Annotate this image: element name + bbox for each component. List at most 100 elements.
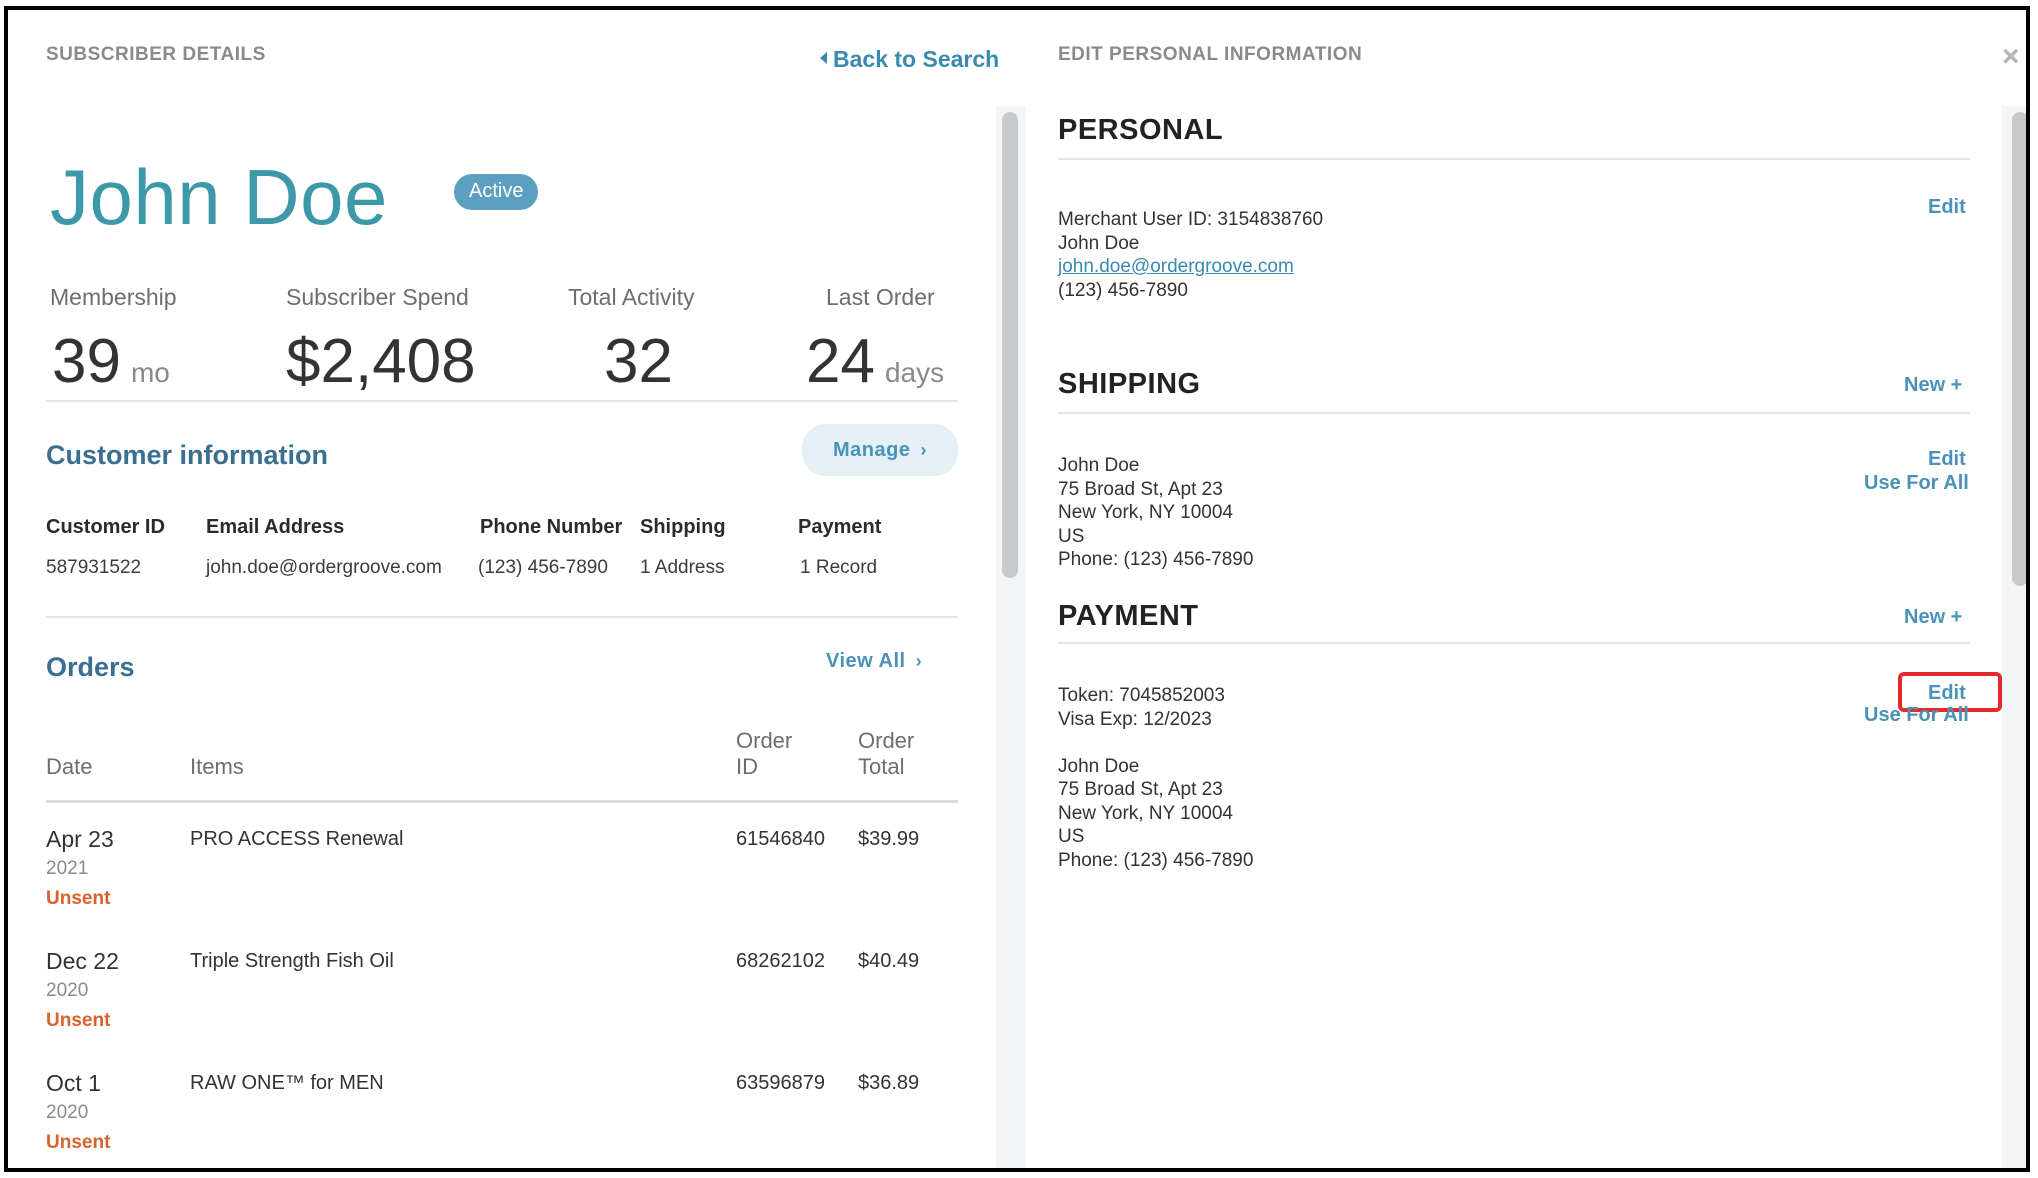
payment-spacer: [1058, 731, 1253, 755]
payment-divider: [1058, 642, 1970, 644]
back-to-search-link[interactable]: Back to Search: [820, 46, 999, 73]
stat-spend-label: Subscriber Spend: [286, 284, 469, 310]
order-item: PRO ACCESS Renewal: [190, 828, 404, 850]
table-row[interactable]: Apr 23 2021 Unsent PRO ACCESS Renewal 61…: [46, 826, 958, 926]
manage-button[interactable]: Manage ›: [802, 424, 958, 476]
personal-phone: (123) 456-7890: [1058, 279, 1188, 301]
orders-header-divider: [46, 800, 958, 803]
payment-street: 75 Broad St, Apt 23: [1058, 779, 1223, 800]
view-all-label: View All: [826, 650, 906, 672]
shipping-edit-link[interactable]: Edit: [1928, 448, 1966, 470]
orders-heading: Orders: [46, 652, 135, 682]
status-badge: Active: [454, 174, 539, 210]
col-payment: Payment: [798, 516, 882, 538]
app-frame: SUBSCRIBER DETAILS Back to Search John D…: [4, 6, 2030, 1172]
personal-details: Merchant User ID: 3154838760 John Doe jo…: [1058, 208, 1323, 302]
stat-activity-value: 32: [604, 327, 673, 396]
payment-heading: PAYMENT: [1058, 600, 1199, 632]
orders-col-items: Items: [190, 754, 244, 779]
email-address-value: john.doe@ordergroove.com: [206, 557, 442, 578]
customer-id-value: 587931522: [46, 557, 142, 578]
col-phone-number: Phone Number: [480, 516, 623, 538]
payment-phone: Phone: (123) 456-7890: [1058, 849, 1254, 871]
order-total: $39.99: [858, 828, 920, 850]
col-customer-id: Customer ID: [46, 516, 165, 538]
payment-edit-link[interactable]: Edit: [1928, 682, 1966, 704]
order-id: 68262102: [736, 950, 825, 972]
close-icon[interactable]: ×: [2002, 40, 2020, 73]
stat-last-order-unit: days: [884, 357, 945, 388]
order-total: $36.89: [858, 1072, 920, 1094]
edit-highlight-box: [1898, 672, 2002, 712]
order-date: Oct 1: [46, 1070, 101, 1096]
order-id: 63596879: [736, 1072, 825, 1094]
merchant-user-id: Merchant User ID: 3154838760: [1058, 209, 1324, 230]
personal-heading: PERSONAL: [1058, 114, 1224, 146]
customer-info-divider: [46, 616, 958, 618]
order-id: 61546840: [736, 828, 825, 850]
shipping-country: US: [1058, 525, 1085, 547]
order-date: Dec 22: [46, 948, 119, 974]
stat-membership-value: 39: [52, 327, 121, 396]
subscriber-name: John Doe: [50, 153, 388, 241]
orders-col-order-total-line2: Total: [858, 754, 905, 779]
customer-info-heading: Customer information: [46, 440, 329, 470]
manage-button-label: Manage: [833, 439, 911, 461]
table-row[interactable]: Oct 1 2020 Unsent RAW ONE™ for MEN 63596…: [46, 1070, 958, 1168]
shipping-new-link[interactable]: New +: [1904, 374, 1963, 396]
orders-col-order-id-line1: Order: [736, 728, 793, 753]
payment-name: John Doe: [1058, 755, 1140, 777]
personal-name: John Doe: [1058, 232, 1140, 254]
left-scrollbar-thumb[interactable]: [1002, 112, 1018, 578]
stat-activity-label: Total Activity: [568, 284, 695, 310]
payment-token: Token: 7045852003: [1058, 685, 1225, 706]
order-year: 2021: [46, 858, 89, 879]
stat-membership-label: Membership: [50, 284, 177, 310]
stat-membership: 39 mo: [52, 326, 170, 397]
payment-details: Token: 7045852003 Visa Exp: 12/2023 John…: [1058, 684, 1253, 872]
payment-use-for-all-link[interactable]: Use For All: [1864, 704, 1969, 726]
order-year: 2020: [46, 1102, 89, 1123]
order-date: Apr 23: [46, 826, 114, 852]
subscriber-details-title: SUBSCRIBER DETAILS: [46, 44, 266, 65]
caret-left-icon: [820, 52, 827, 64]
shipping-street: 75 Broad St, Apt 23: [1058, 478, 1223, 500]
shipping-phone: Phone: (123) 456-7890: [1058, 549, 1254, 570]
edit-personal-info-title: EDIT PERSONAL INFORMATION: [1058, 44, 1363, 65]
payment-new-link[interactable]: New +: [1904, 606, 1963, 628]
orders-col-date: Date: [46, 754, 93, 779]
phone-number-value: (123) 456-7890: [478, 557, 608, 578]
shipping-city: New York, NY 10004: [1058, 502, 1233, 523]
order-item: RAW ONE™ for MEN: [190, 1072, 384, 1094]
back-to-search-label: Back to Search: [833, 46, 1000, 72]
table-row[interactable]: Dec 22 2020 Unsent Triple Strength Fish …: [46, 948, 958, 1048]
orders-col-order-total: Order Total: [858, 728, 914, 780]
payment-city: New York, NY 10004: [1058, 802, 1233, 824]
col-email-address: Email Address: [206, 516, 345, 538]
stat-membership-unit: mo: [130, 357, 170, 388]
right-scrollbar-thumb[interactable]: [2012, 112, 2026, 586]
stat-last-order-value: 24: [806, 327, 875, 396]
stats-divider: [46, 400, 958, 402]
payment-country: US: [1058, 826, 1085, 847]
order-total: $40.49: [858, 950, 920, 972]
shipping-divider: [1058, 412, 1970, 414]
shipping-heading: SHIPPING: [1058, 368, 1201, 400]
shipping-use-for-all-link[interactable]: Use For All: [1864, 472, 1969, 494]
order-status: Unsent: [46, 888, 111, 909]
personal-divider: [1058, 158, 1970, 160]
payment-card: Visa Exp: 12/2023: [1058, 708, 1212, 730]
col-shipping: Shipping: [640, 516, 726, 538]
orders-col-order-total-line1: Order: [858, 728, 915, 753]
order-status: Unsent: [46, 1132, 111, 1153]
chevron-right-icon: ›: [915, 651, 923, 671]
chevron-right-icon: ›: [920, 440, 927, 460]
personal-email-link[interactable]: john.doe@ordergroove.com: [1058, 256, 1294, 277]
order-year: 2020: [46, 980, 89, 1001]
order-status: Unsent: [46, 1010, 111, 1031]
stat-last-order: 24 days: [806, 326, 944, 397]
shipping-name: John Doe: [1058, 455, 1140, 476]
payment-value: 1 Record: [800, 557, 878, 578]
personal-edit-link[interactable]: Edit: [1928, 196, 1966, 218]
view-all-link[interactable]: View All ›: [826, 650, 922, 673]
